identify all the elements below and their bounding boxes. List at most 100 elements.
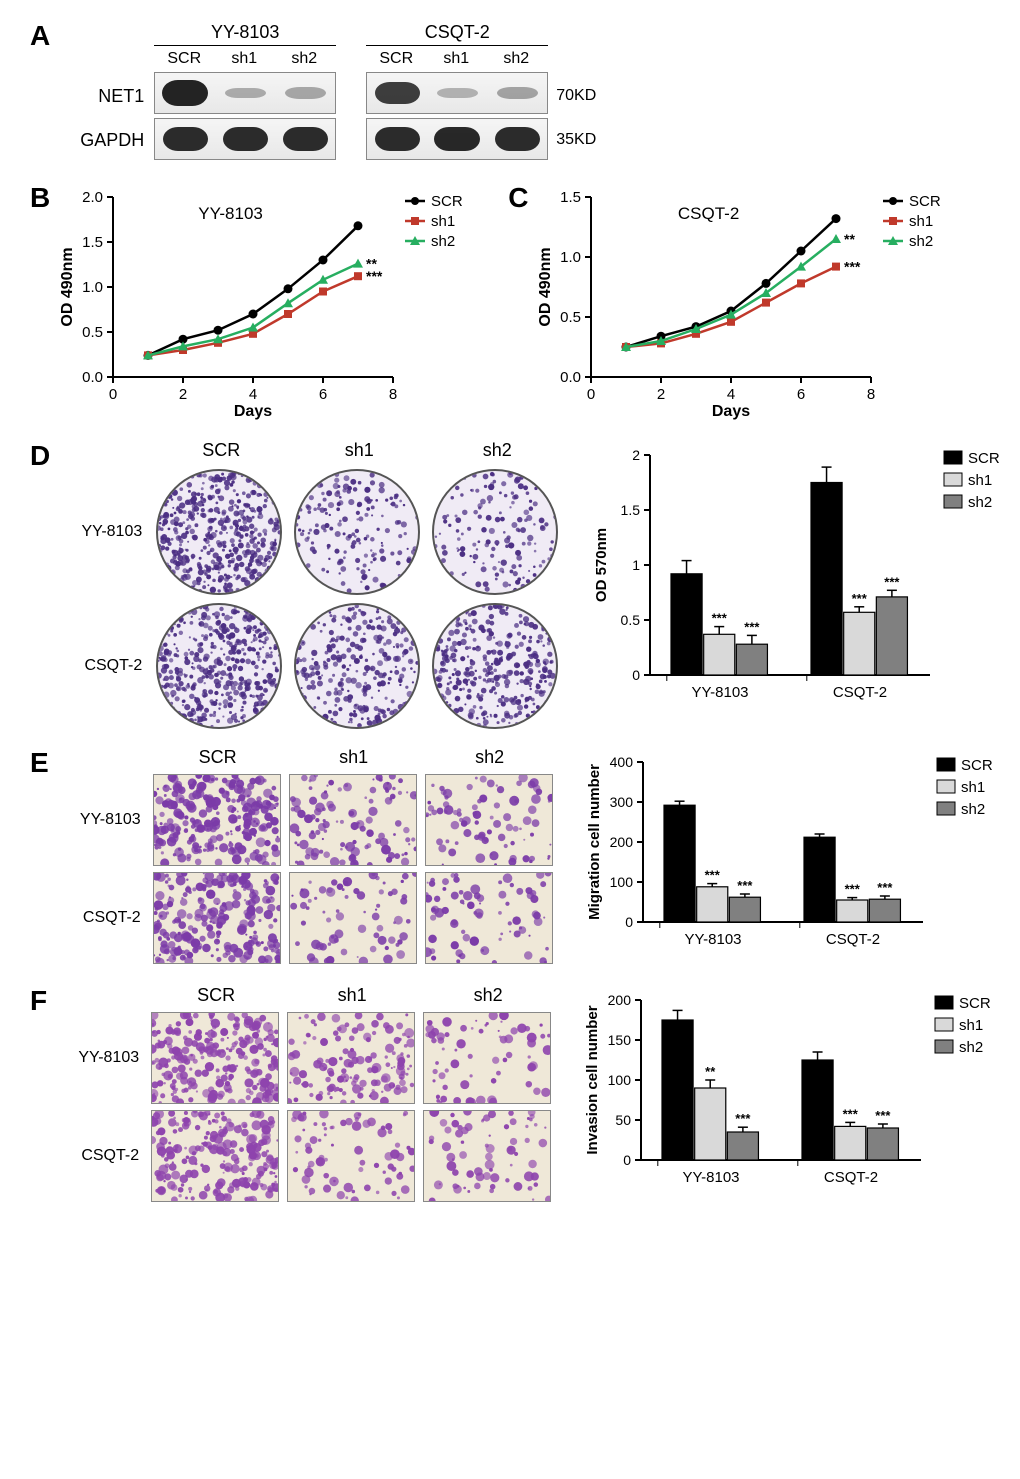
transwell-col-header: SCR [153, 747, 283, 768]
blot-lane-label: sh1 [426, 50, 486, 68]
svg-text:***: *** [704, 868, 720, 883]
svg-text:SCR: SCR [961, 757, 993, 774]
figure-container: A NET1GAPDHYY-8103SCRsh1sh2CSQT-2SCRsh1s… [0, 0, 1020, 1225]
svg-text:OD 490nm: OD 490nm [59, 247, 76, 326]
svg-text:CSQT-2: CSQT-2 [678, 204, 739, 223]
transwell-image [423, 1110, 551, 1202]
colony-row-label: CSQT-2 [58, 657, 148, 675]
transwell-col-header: SCR [151, 985, 281, 1006]
svg-text:0: 0 [109, 386, 117, 403]
svg-text:**: ** [366, 256, 377, 272]
svg-text:YY-8103: YY-8103 [199, 204, 264, 223]
svg-text:YY-8103: YY-8103 [683, 1169, 740, 1186]
svg-text:0.5: 0.5 [621, 612, 641, 628]
blot-band-row [366, 72, 548, 114]
svg-text:150: 150 [608, 1032, 632, 1048]
svg-text:sh1: sh1 [909, 213, 933, 230]
svg-text:0: 0 [623, 1152, 631, 1168]
svg-text:YY-8103: YY-8103 [692, 684, 749, 701]
svg-text:0.0: 0.0 [82, 369, 103, 386]
blot-band-row [154, 118, 336, 160]
transwell-image [151, 1012, 279, 1104]
svg-text:4: 4 [249, 386, 257, 403]
chart-c: 024680.00.51.01.5DaysOD 490nmCSQT-2SCR**… [536, 182, 976, 422]
panel-c-label: C [508, 182, 528, 422]
svg-text:sh2: sh2 [959, 1039, 983, 1056]
transwell-image [423, 1012, 551, 1104]
panel-f-label: F [30, 985, 47, 1017]
svg-text:SCR: SCR [959, 995, 991, 1012]
svg-text:sh2: sh2 [961, 801, 985, 818]
bar-chart-f: 050100150200Invasion cell number*****YY-… [581, 985, 1020, 1205]
transwell-col-header: sh2 [423, 985, 553, 1006]
transwell-col-header: sh2 [425, 747, 555, 768]
svg-text:2.0: 2.0 [82, 189, 103, 206]
colony-image [294, 603, 420, 729]
transwell-col-header: sh1 [287, 985, 417, 1006]
western-blot: NET1GAPDHYY-8103SCRsh1sh2CSQT-2SCRsh1sh2… [64, 20, 608, 162]
svg-text:1.5: 1.5 [621, 502, 641, 518]
svg-text:8: 8 [389, 386, 397, 403]
svg-text:0: 0 [632, 667, 640, 683]
svg-text:sh1: sh1 [959, 1017, 983, 1034]
colony-image [432, 603, 558, 729]
svg-text:Migration cell number: Migration cell number [586, 764, 603, 920]
blot-band-row [154, 72, 336, 114]
transwell-row-label: CSQT-2 [57, 909, 147, 927]
svg-text:Days: Days [712, 403, 750, 420]
transwell-row-label: YY-8103 [55, 1049, 145, 1067]
blot-row-label: GAPDH [64, 118, 144, 162]
svg-text:Invasion cell number: Invasion cell number [584, 1005, 601, 1154]
svg-text:6: 6 [319, 386, 327, 403]
transwell-image [425, 774, 553, 866]
svg-text:0: 0 [587, 386, 595, 403]
transwell-image [287, 1110, 415, 1202]
svg-text:SCR: SCR [431, 193, 463, 210]
transwell-row-label: YY-8103 [57, 811, 147, 829]
svg-text:400: 400 [609, 754, 633, 770]
svg-text:***: *** [844, 259, 861, 275]
panel-e-label: E [30, 747, 49, 779]
colony-image [156, 469, 282, 595]
blot-lane-label: SCR [154, 50, 214, 68]
invasion-images: SCR sh1 sh2 YY-8103 CSQT-2 [55, 985, 553, 1202]
svg-text:1.0: 1.0 [82, 279, 103, 296]
colony-images: SCRsh1sh2YY-8103 CSQT-2 [58, 440, 562, 729]
blot-lane-label: sh1 [214, 50, 274, 68]
colony-image [432, 469, 558, 595]
blot-row-label: NET1 [64, 74, 144, 118]
svg-text:1.5: 1.5 [82, 234, 103, 251]
blot-lane-label: SCR [366, 50, 426, 68]
svg-text:sh2: sh2 [909, 233, 933, 250]
svg-text:100: 100 [609, 874, 633, 890]
svg-text:200: 200 [609, 834, 633, 850]
transwell-image [153, 872, 281, 964]
svg-text:**: ** [844, 231, 855, 247]
svg-text:0.5: 0.5 [82, 324, 103, 341]
svg-text:1.0: 1.0 [561, 249, 582, 266]
blot-group-title: YY-8103 [154, 22, 336, 46]
svg-text:***: *** [735, 1111, 751, 1126]
svg-text:CSQT-2: CSQT-2 [826, 931, 880, 948]
svg-text:sh1: sh1 [968, 472, 992, 489]
panel-a: A NET1GAPDHYY-8103SCRsh1sh2CSQT-2SCRsh1s… [30, 20, 990, 162]
transwell-row-label: CSQT-2 [55, 1147, 145, 1165]
blot-lane-label: sh2 [486, 50, 546, 68]
svg-text:100: 100 [608, 1072, 632, 1088]
svg-text:***: *** [875, 1108, 891, 1123]
svg-text:OD 570nm: OD 570nm [593, 528, 610, 602]
transwell-image [153, 774, 281, 866]
svg-text:1: 1 [632, 557, 640, 573]
svg-text:2: 2 [179, 386, 187, 403]
bar-chart-e: 0100200300400Migration cell number******… [583, 747, 1020, 967]
blot-group-title: CSQT-2 [366, 22, 548, 46]
svg-text:***: *** [737, 878, 753, 893]
blot-band-row [366, 118, 548, 160]
panel-a-label: A [30, 20, 50, 52]
panel-b-label: B [30, 182, 50, 422]
svg-text:2: 2 [632, 447, 640, 463]
svg-text:6: 6 [797, 386, 805, 403]
blot-kd-label: 70KD [556, 74, 608, 118]
svg-text:200: 200 [608, 992, 632, 1008]
svg-text:**: ** [705, 1064, 716, 1079]
